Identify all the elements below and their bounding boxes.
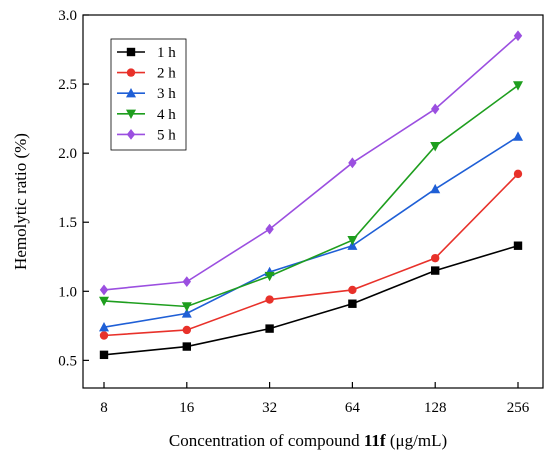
data-point xyxy=(431,253,440,263)
series-1 xyxy=(99,241,523,360)
y-tick-label: 1.5 xyxy=(58,215,77,231)
y-tick-label: 0.5 xyxy=(58,353,77,369)
legend-label: 3 h xyxy=(157,86,176,102)
plot-frame xyxy=(82,14,544,389)
data-point xyxy=(513,81,523,91)
data-point xyxy=(99,350,109,360)
data-point xyxy=(513,131,523,141)
series-3 xyxy=(99,131,523,332)
x-tick-label: 128 xyxy=(424,400,447,416)
legend: 1 h 2 h 3 h 4 h 5 h xyxy=(110,38,187,151)
data-point xyxy=(265,295,274,304)
data-point xyxy=(182,325,191,335)
legend-box xyxy=(110,38,187,151)
series-layer xyxy=(99,30,523,360)
x-tick-label: 32 xyxy=(262,400,277,416)
legend-entry: 2 h xyxy=(117,66,176,82)
data-point xyxy=(99,284,109,296)
data-point xyxy=(431,103,440,115)
data-point xyxy=(265,223,274,235)
y-tick-label: 3.0 xyxy=(58,8,77,24)
legend-entry: 4 h xyxy=(117,107,176,123)
data-point xyxy=(182,276,191,288)
data-point xyxy=(181,302,192,312)
x-axis-title-unit: (μg/mL) xyxy=(386,431,448,450)
legend-label: 5 h xyxy=(157,127,176,143)
data-point xyxy=(264,271,275,282)
series-5 xyxy=(99,30,523,296)
data-point xyxy=(513,241,523,250)
legend-label: 4 h xyxy=(157,107,176,123)
legend-marker xyxy=(126,88,136,98)
data-point xyxy=(348,285,357,295)
legend-label: 2 h xyxy=(157,66,176,82)
data-point xyxy=(181,308,192,318)
legend-marker xyxy=(126,129,136,140)
data-point xyxy=(99,296,109,307)
y-tick-label: 2.5 xyxy=(58,77,77,93)
x-tick-label: 16 xyxy=(179,400,195,416)
legend-entry: 5 h xyxy=(117,127,176,143)
y-tick-label: 2.0 xyxy=(58,146,77,162)
data-point xyxy=(430,142,441,152)
series-line xyxy=(103,244,519,356)
series-line xyxy=(103,35,519,291)
data-point xyxy=(348,157,357,169)
x-tick-label: 8 xyxy=(100,400,108,416)
x-tick-label: 256 xyxy=(507,400,530,416)
data-point xyxy=(182,342,191,351)
data-point xyxy=(513,169,523,179)
series-line xyxy=(103,173,519,337)
series-line xyxy=(103,84,519,308)
legend-marker xyxy=(126,109,136,119)
axis-ticks: 0.5 1.0 1.5 2.0 2.5 3.0 8 16 32 64 128 256 xyxy=(58,8,530,416)
y-axis-title: Hemolytic ratio (%) xyxy=(11,133,30,270)
x-axis-title: Concentration of compound 11f (μg/mL) xyxy=(169,431,447,450)
series-2 xyxy=(99,169,523,340)
data-point xyxy=(348,299,357,308)
data-point xyxy=(513,30,523,42)
y-tick-label: 1.0 xyxy=(58,284,77,300)
data-point xyxy=(431,266,440,275)
legend-marker xyxy=(126,68,136,77)
legend-entry: 1 h xyxy=(117,45,176,61)
x-tick-label: 64 xyxy=(345,400,361,416)
legend-label: 1 h xyxy=(157,45,176,61)
data-point xyxy=(265,324,274,333)
legend-marker xyxy=(126,47,136,57)
data-point xyxy=(99,331,109,340)
series-4 xyxy=(99,81,523,312)
data-point xyxy=(347,235,358,246)
x-axis-title-compound: 11f xyxy=(364,431,386,450)
legend-entry: 3 h xyxy=(117,86,176,102)
data-point xyxy=(99,322,109,332)
data-point xyxy=(430,183,441,194)
series-line xyxy=(103,135,519,329)
x-axis-title-prefix: Concentration of compound xyxy=(169,431,364,450)
